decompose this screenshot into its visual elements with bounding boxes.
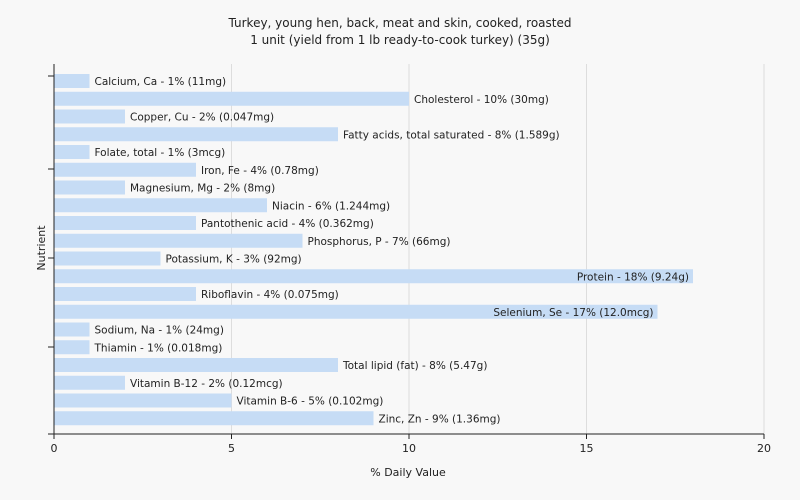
bar	[54, 145, 90, 159]
bar	[54, 411, 374, 426]
bar-label: Riboflavin - 4% (0.075mg)	[201, 289, 339, 301]
x-tick-label: 0	[51, 442, 58, 455]
bar	[54, 127, 338, 142]
bars-group: Calcium, Ca - 1% (11mg) Cholesterol - 10%…	[54, 74, 693, 426]
bar-label: Vitamin B-6 - 5% (0.102mg)	[237, 396, 384, 408]
x-tick-label: 20	[757, 442, 771, 455]
bar	[54, 375, 125, 390]
bar-label: Vitamin B-12 - 2% (0.12mcg)	[130, 378, 283, 390]
y-axis-label: Nutrient	[35, 225, 48, 271]
bar	[54, 304, 658, 319]
bar	[54, 216, 196, 230]
bar-label: Fatty acids, total saturated - 8% (1.589…	[343, 129, 560, 141]
bar	[54, 322, 90, 337]
x-tick-label: 15	[580, 442, 594, 455]
bar-label: Copper, Cu - 2% (0.047mg)	[130, 112, 274, 124]
bar-label: Total lipid (fat) - 8% (5.47g)	[342, 360, 487, 372]
bar-label: Zinc, Zn - 9% (1.36mg)	[379, 413, 501, 425]
bar	[54, 198, 267, 213]
bar	[54, 340, 90, 355]
chart-title: Turkey, young hen, back, meat and skin, …	[228, 16, 572, 30]
bar	[54, 287, 196, 301]
bar	[54, 162, 196, 177]
bar-label: Iron, Fe - 4% (0.78mg)	[201, 165, 319, 177]
bar	[54, 393, 232, 408]
x-tick-label: 5	[228, 442, 235, 455]
bar-label: Cholesterol - 10% (30mg)	[414, 94, 549, 106]
axes-group: 0 5 10 15 20	[48, 64, 771, 455]
bar	[54, 74, 90, 88]
bar	[54, 358, 338, 372]
chart-subtitle: 1 unit (yield from 1 lb ready-to-cook tu…	[250, 33, 550, 47]
bar	[54, 269, 693, 284]
bar	[54, 251, 161, 266]
bar-label: Folate, total - 1% (3mcg)	[95, 147, 226, 159]
bar	[54, 233, 303, 248]
bar	[54, 180, 125, 195]
x-axis-label: % Daily Value	[370, 466, 446, 479]
grid-lines	[231, 64, 765, 434]
bar-label: Magnesium, Mg - 2% (8mg)	[130, 183, 275, 195]
bar-label: Calcium, Ca - 1% (11mg)	[95, 76, 227, 88]
bar-label: Selenium, Se - 17% (12.0mcg)	[493, 307, 653, 319]
bar-label: Pantothenic acid - 4% (0.362mg)	[201, 218, 374, 230]
x-tick-label: 10	[402, 442, 416, 455]
bar	[54, 91, 409, 106]
bar-label: Thiamin - 1% (0.018mg)	[94, 342, 223, 354]
bar-label: Potassium, K - 3% (92mg)	[166, 254, 302, 266]
bar-label: Niacin - 6% (1.244mg)	[272, 200, 390, 212]
bar-label: Sodium, Na - 1% (24mg)	[95, 325, 224, 337]
bar-label: Protein - 18% (9.24g)	[577, 271, 689, 283]
bar-label: Phosphorus, P - 7% (66mg)	[308, 236, 451, 248]
bar	[54, 109, 125, 124]
